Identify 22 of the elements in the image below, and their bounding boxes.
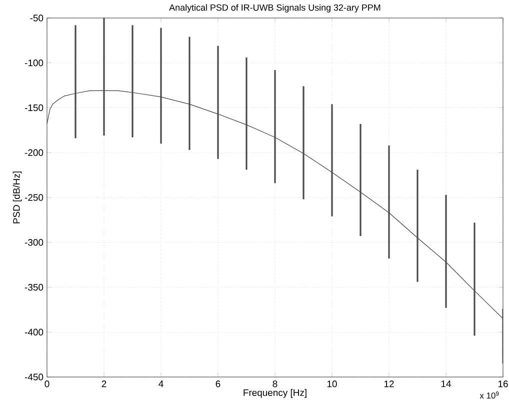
x-tick-label: 16: [498, 380, 508, 388]
y-tick-label: -100: [24, 60, 44, 66]
x-tick-label: 8: [272, 380, 278, 388]
y-tick-label: -50: [30, 14, 44, 22]
y-tick-label: -300: [24, 239, 44, 246]
y-tick-label: -250: [24, 194, 44, 201]
x-tick-label: 2: [102, 380, 106, 388]
y-tick-label: -200: [24, 149, 44, 156]
chart-title: Analytical PSD of IR-UWB Signals Using 32-ary PPM: [169, 4, 380, 12]
x-tick-label: 12: [384, 380, 394, 388]
x-tick-label: 6: [216, 380, 220, 388]
x-tick-label: 0: [44, 380, 50, 388]
x-tick-label: 4: [158, 380, 164, 388]
y-tick-label: -150: [24, 104, 44, 112]
x-tick-label: 10: [327, 380, 337, 388]
text: x 10$^{9}$: [480, 392, 499, 399]
y-tick-label: -450: [24, 374, 44, 380]
y-axis-title: PSD [dB/Hz]: [12, 172, 22, 224]
y-tick-label: -400: [24, 328, 44, 336]
y-tick-label: -350: [24, 284, 44, 291]
x-tick-label: 14: [441, 380, 451, 388]
x-axis-title: Frequency [Hz]: [244, 389, 306, 398]
